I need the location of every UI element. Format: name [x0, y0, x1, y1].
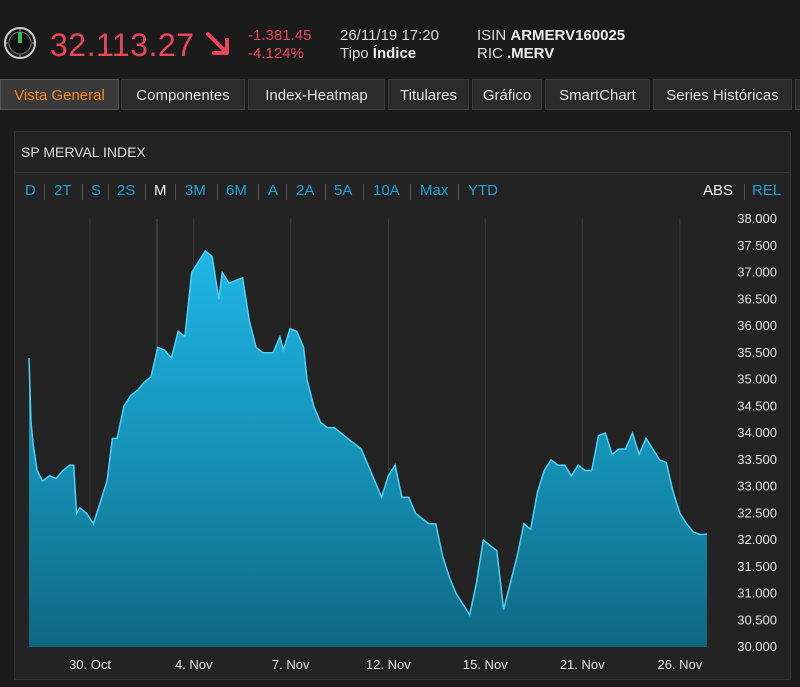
- range-divider: [410, 184, 411, 200]
- y-tick-label: 34.500: [737, 398, 777, 413]
- range-s[interactable]: S: [91, 182, 102, 199]
- mode-abs[interactable]: ABS: [703, 182, 734, 199]
- range-divider: [363, 184, 364, 200]
- y-tick-label: 32.500: [737, 505, 777, 520]
- y-tick-label: 35.000: [737, 372, 777, 387]
- tab-vista-general[interactable]: Vista General: [0, 79, 119, 110]
- y-tick-label: 37.500: [737, 238, 777, 253]
- y-tick-label: 31.000: [737, 586, 777, 601]
- x-tick-label: 4. Nov: [175, 657, 213, 672]
- ric-label: RIC: [477, 45, 503, 62]
- y-tick-label: 30.000: [737, 639, 777, 654]
- range-divider: [175, 184, 176, 200]
- range-divider: [325, 184, 326, 200]
- x-tick-label: 12. Nov: [366, 657, 411, 672]
- range-10a[interactable]: 10A: [373, 182, 400, 199]
- y-tick-label: 38.000: [737, 211, 777, 226]
- isin-row: ISIN ARMERV160025: [477, 27, 625, 45]
- y-tick-label: 36.500: [737, 291, 777, 306]
- isin-value: ARMERV160025: [510, 27, 626, 44]
- y-tick-label: 33.000: [737, 479, 777, 494]
- y-tick-label: 30.500: [737, 612, 777, 627]
- range-divider: [82, 184, 83, 200]
- x-tick-label: 26. Nov: [657, 657, 702, 672]
- y-tick-label: 37.000: [737, 265, 777, 280]
- mode-rel[interactable]: REL: [752, 182, 782, 199]
- panel-divider: [15, 172, 790, 173]
- tab-smartchart[interactable]: SmartChart: [545, 79, 650, 110]
- x-tick-label: 15. Nov: [463, 657, 508, 672]
- y-tick-label: 31.500: [737, 559, 777, 574]
- range-5a[interactable]: 5A: [334, 182, 353, 199]
- range-divider: [145, 184, 146, 200]
- price-line: [28, 250, 708, 617]
- x-tick-label: 30. Oct: [69, 657, 111, 672]
- range-divider: [458, 184, 459, 200]
- price-changes: -1.381.45 -4.124%: [248, 27, 311, 63]
- quote-datetime: 26/11/19 17:20: [340, 27, 439, 44]
- tab-overflow[interactable]: [795, 79, 800, 110]
- y-tick-label: 35.500: [737, 345, 777, 360]
- y-tick-label: 33.500: [737, 452, 777, 467]
- y-tick-label: 34.000: [737, 425, 777, 440]
- tab-titulares[interactable]: Titulares: [388, 79, 469, 110]
- range-3m[interactable]: 3M: [185, 182, 206, 199]
- tab-componentes[interactable]: Componentes: [121, 79, 245, 110]
- quote-header: 32.113.27 -1.381.45 -4.124% 26/11/19 17:…: [0, 0, 800, 80]
- change-absolute: -1.381.45: [248, 27, 312, 44]
- tipo-label: Tipo: [340, 45, 369, 62]
- mode-divider: [744, 184, 745, 200]
- isin-label: ISIN: [477, 27, 507, 44]
- range-6m[interactable]: 6M: [226, 182, 247, 199]
- range-2t[interactable]: 2T: [54, 182, 72, 199]
- price-area: [29, 251, 707, 647]
- range-m[interactable]: M: [154, 182, 167, 199]
- tab-series-historicas[interactable]: Series Históricas: [653, 79, 792, 110]
- range-divider: [286, 184, 287, 200]
- x-tick-label: 7. Nov: [272, 657, 310, 672]
- last-price: 32.113.27: [50, 27, 195, 63]
- ric-row: RIC .MERV: [477, 45, 625, 63]
- panel-title: SP MERVAL INDEX: [21, 144, 146, 160]
- range-2a[interactable]: 2A: [296, 182, 315, 199]
- range-2s[interactable]: 2S: [117, 182, 136, 199]
- range-ytd[interactable]: YTD: [468, 182, 498, 199]
- x-axis: 30. Oct 4. Nov 7. Nov 12. Nov 15. Nov 21. Nov…: [69, 657, 703, 672]
- y-tick-label: 36.000: [737, 318, 777, 333]
- quote-identifiers: ISIN ARMERV160025 RIC .MERV: [477, 27, 625, 63]
- x-tick-label: 21. Nov: [560, 657, 605, 672]
- price-chart[interactable]: 38.000 37.500 37.000 36.500 36.000 35.500 35.0…: [15, 132, 790, 679]
- ric-value: .MERV: [507, 45, 555, 62]
- y-axis: 38.000 37.500 37.000 36.500 36.000 35.500 35.0…: [737, 211, 777, 654]
- range-divider: [108, 184, 109, 200]
- tab-bar: Vista General Componentes Index-Heatmap …: [0, 79, 800, 112]
- range-divider: [217, 184, 218, 200]
- tab-grafico[interactable]: Gráfico: [472, 79, 542, 110]
- range-divider: [258, 184, 259, 200]
- clock-icon: [4, 27, 36, 59]
- y-tick-label: 32.000: [737, 532, 777, 547]
- range-divider: [44, 184, 45, 200]
- down-arrow-icon: [206, 32, 229, 55]
- chart-panel: SP MERVAL INDEX D 2T S 2S M 3M 6M A 2A 5…: [14, 131, 791, 680]
- range-max[interactable]: Max: [420, 182, 449, 199]
- range-a[interactable]: A: [268, 182, 279, 199]
- tab-index-heatmap[interactable]: Index-Heatmap: [248, 79, 385, 110]
- quote-meta: 26/11/19 17:20 Tipo Índice: [340, 27, 439, 63]
- change-percent: -4.124%: [248, 45, 304, 62]
- chart-area: [28, 250, 708, 647]
- range-d[interactable]: D: [25, 182, 36, 199]
- tipo-value: Índice: [372, 45, 417, 62]
- quote-type: Tipo Índice: [340, 45, 439, 63]
